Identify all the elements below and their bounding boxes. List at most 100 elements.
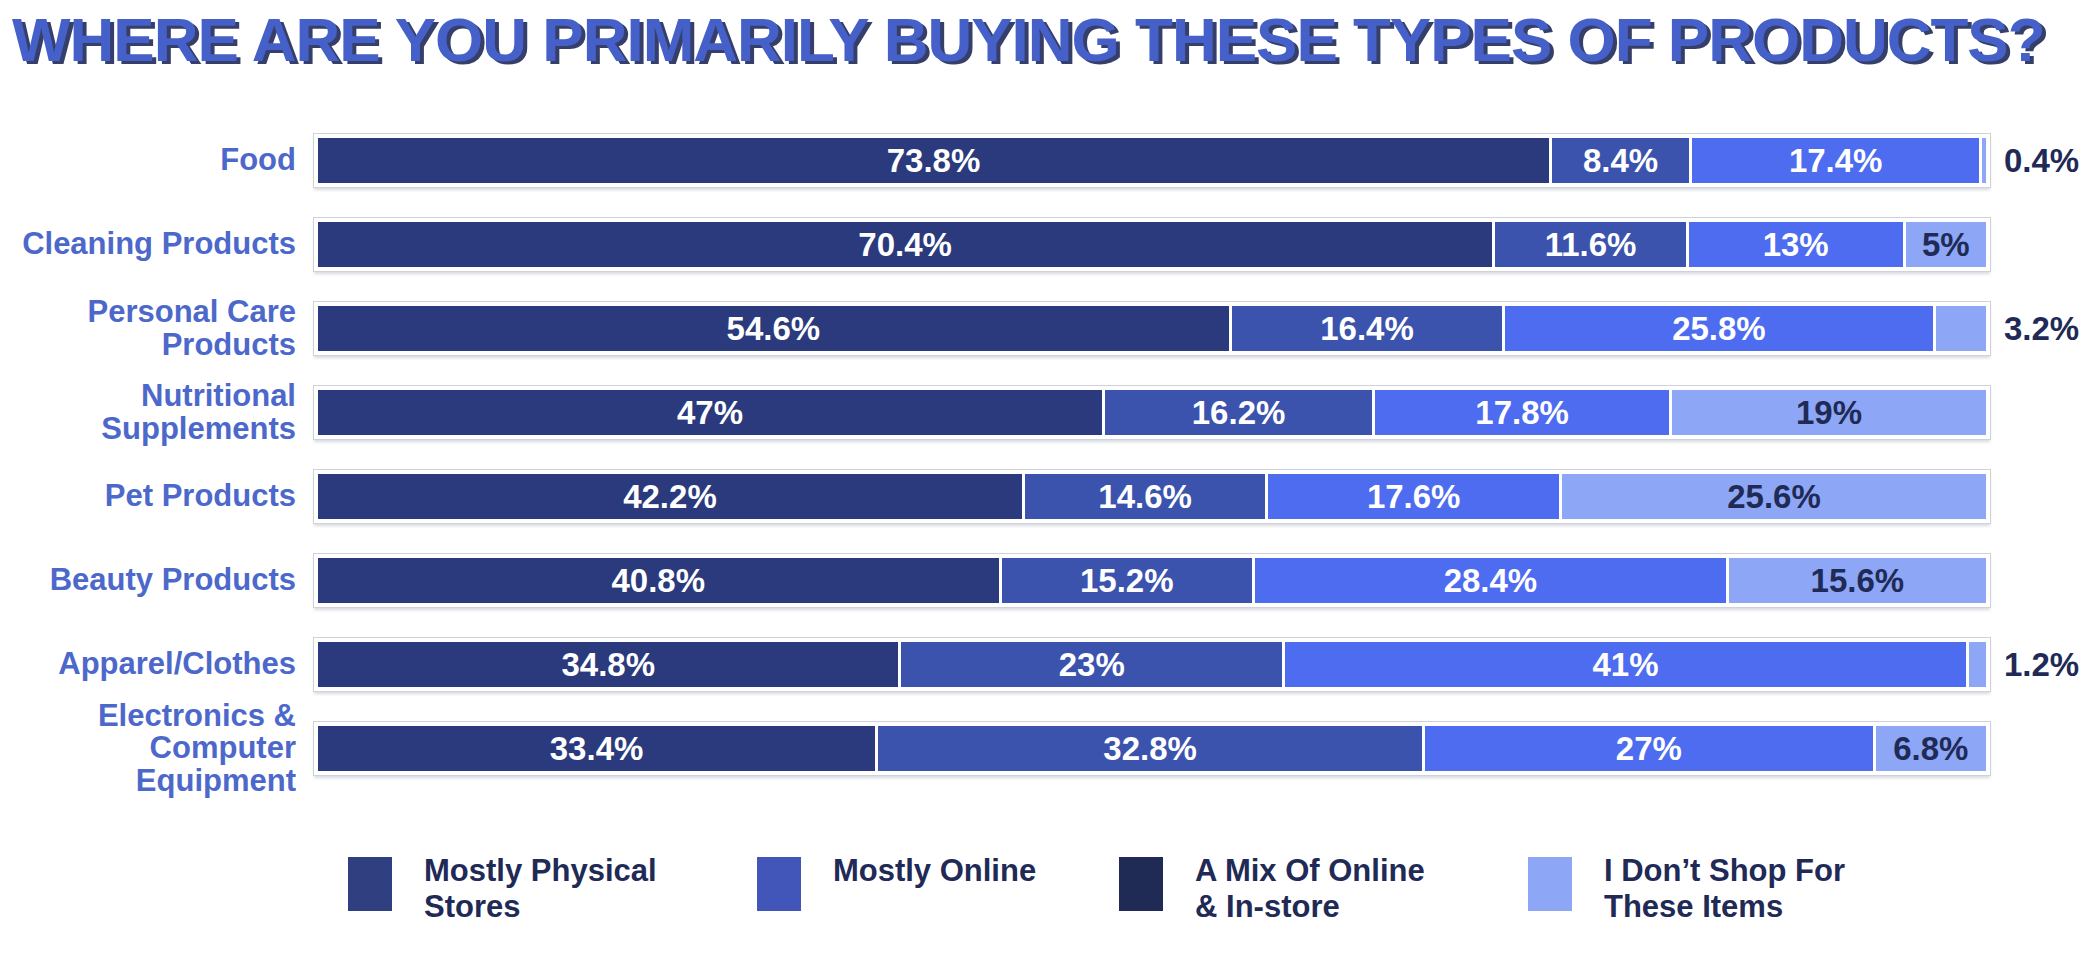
bar-segment: 17.6%: [1265, 474, 1559, 519]
chart-row: Pet Products 42.2% 14.6% 17.6% 25.6%: [0, 470, 1990, 523]
bar-segment: [1933, 306, 1986, 351]
chart-title: WHERE ARE YOU PRIMARILY BUYING THESE TYP…: [12, 6, 2094, 74]
segment-value-label: 16.4%: [1320, 310, 1414, 348]
segment-value-label: 16.2%: [1192, 394, 1286, 432]
segment-value-label: 17.6%: [1367, 478, 1461, 516]
category-label: Pet Products: [0, 480, 314, 513]
stacked-bar: 34.8% 23% 41%: [314, 638, 1990, 691]
bar-segment: 19%: [1669, 390, 1986, 435]
bar-segment: 8.4%: [1549, 138, 1689, 183]
segment-value-label: 11.6%: [1545, 226, 1637, 264]
segment-value-label: 14.6%: [1098, 478, 1192, 516]
segment-value-label: 25.8%: [1672, 310, 1766, 348]
segment-value-label: 28.4%: [1444, 562, 1538, 600]
category-label: Cleaning Products: [0, 228, 314, 261]
segment-value-label: 8.4%: [1583, 142, 1658, 180]
bar-segment: 16.2%: [1102, 390, 1372, 435]
segment-value-label: 23%: [1059, 646, 1125, 684]
bar-segment: 17.4%: [1689, 138, 1979, 183]
infographic-page: WHERE ARE YOU PRIMARILY BUYING THESE TYP…: [0, 0, 2094, 967]
bar-segment: 13%: [1686, 222, 1903, 267]
bar-segment: 15.6%: [1726, 558, 1986, 603]
segment-value-label-outside: 3.2%: [2004, 310, 2079, 348]
segment-value-label: 17.8%: [1475, 394, 1569, 432]
bar-segment: 33.4%: [318, 726, 875, 771]
segment-value-label: 47%: [677, 394, 743, 432]
category-label: Nutritional Supplements: [0, 380, 314, 445]
bar-segment: 54.6%: [318, 306, 1229, 351]
bar-track: 73.8%8.4%17.4%0.4%: [314, 134, 1990, 187]
segment-value-label: 32.8%: [1103, 730, 1197, 768]
legend-item: I Don’t Shop For These Items: [1528, 853, 1854, 924]
bar-segment: 32.8%: [875, 726, 1422, 771]
chart-row: Cleaning Products 70.4% 11.6% 13% 5%: [0, 218, 1990, 271]
legend-swatch: [1119, 857, 1163, 911]
bar-segment: [1979, 138, 1986, 183]
legend: Mostly Physical Stores Mostly Online A Mix…: [348, 853, 1854, 924]
segment-value-label-outside: 0.4%: [2004, 142, 2079, 180]
bar-track: 40.8% 15.2% 28.4% 15.6%: [314, 554, 1990, 607]
chart-row: Food73.8%8.4%17.4%0.4%: [0, 134, 1990, 187]
chart-row: Apparel/Clothes34.8%23%41%1.2%: [0, 638, 1990, 691]
category-label: Beauty Products: [0, 564, 314, 597]
chart-row: Beauty Products 40.8% 15.2% 28.4% 15.6%: [0, 554, 1990, 607]
legend-label: I Don’t Shop For These Items: [1604, 853, 1854, 924]
segment-value-label: 40.8%: [611, 562, 705, 600]
legend-item: A Mix Of Online & In-store: [1119, 853, 1445, 924]
bar-segment: 11.6%: [1492, 222, 1685, 267]
bar-segment: 40.8%: [318, 558, 999, 603]
bar-track: 70.4% 11.6% 13% 5%: [314, 218, 1990, 271]
bar-segment: 16.4%: [1229, 306, 1503, 351]
segment-value-label: 54.6%: [727, 310, 821, 348]
segment-value-label: 6.8%: [1893, 730, 1968, 768]
bar-segment: 70.4%: [318, 222, 1492, 267]
bar-track: 33.4% 32.8% 27% 6.8%: [314, 722, 1990, 775]
legend-label: Mostly Online: [833, 853, 1036, 889]
stacked-bar: 54.6% 16.4% 25.8%: [314, 302, 1990, 355]
bar-segment: 47%: [318, 390, 1102, 435]
segment-value-label: 13%: [1763, 226, 1829, 264]
bar-segment: 23%: [898, 642, 1282, 687]
legend-swatch: [348, 857, 392, 911]
stacked-bar: 40.8% 15.2% 28.4% 15.6%: [314, 554, 1990, 607]
segment-value-label: 42.2%: [623, 478, 717, 516]
bar-segment: 25.8%: [1502, 306, 1932, 351]
bar-segment: 15.2%: [999, 558, 1253, 603]
segment-value-label: 19%: [1796, 394, 1862, 432]
bar-segment: 41%: [1282, 642, 1966, 687]
legend-label: Mostly Physical Stores: [424, 853, 674, 924]
bar-segment: 27%: [1422, 726, 1872, 771]
chart-row: Nutritional Supplements47%16.2%17.8%19%: [0, 386, 1990, 439]
bar-track: 54.6%16.4%25.8%3.2%: [314, 302, 1990, 355]
stacked-bar: 42.2% 14.6% 17.6% 25.6%: [314, 470, 1990, 523]
category-label: Apparel/Clothes: [0, 648, 314, 681]
category-label: Electronics & Computer Equipment: [0, 700, 314, 798]
bar-segment: 25.6%: [1559, 474, 1986, 519]
stacked-bar: 73.8% 8.4% 17.4%: [314, 134, 1990, 187]
stacked-bar: 47% 16.2% 17.8% 19%: [314, 386, 1990, 439]
chart-row: Electronics & Computer Equipment33.4%32.…: [0, 722, 1990, 775]
bar-segment: 17.8%: [1372, 390, 1669, 435]
category-label: Personal Care Products: [0, 296, 314, 361]
category-label: Food: [0, 144, 314, 177]
segment-value-label: 17.4%: [1789, 142, 1883, 180]
bar-segment: 28.4%: [1252, 558, 1726, 603]
segment-value-label: 34.8%: [561, 646, 655, 684]
bar-segment: 6.8%: [1873, 726, 1986, 771]
segment-value-label: 70.4%: [858, 226, 952, 264]
segment-value-label: 33.4%: [550, 730, 644, 768]
bar-segment: 73.8%: [318, 138, 1549, 183]
segment-value-label: 15.6%: [1811, 562, 1905, 600]
bar-track: 47% 16.2% 17.8% 19%: [314, 386, 1990, 439]
legend-label: A Mix Of Online & In-store: [1195, 853, 1445, 924]
segment-value-label: 41%: [1592, 646, 1658, 684]
segment-value-label-outside: 1.2%: [2004, 646, 2079, 684]
bar-segment: 5%: [1903, 222, 1986, 267]
legend-swatch: [1528, 857, 1572, 911]
segment-value-label: 27%: [1616, 730, 1682, 768]
chart-row: Personal Care Products54.6%16.4%25.8%3.2…: [0, 302, 1990, 355]
bar-segment: 14.6%: [1022, 474, 1266, 519]
bar-segment: 34.8%: [318, 642, 898, 687]
segment-value-label: 5%: [1922, 226, 1970, 264]
bar-track: 42.2% 14.6% 17.6% 25.6%: [314, 470, 1990, 523]
